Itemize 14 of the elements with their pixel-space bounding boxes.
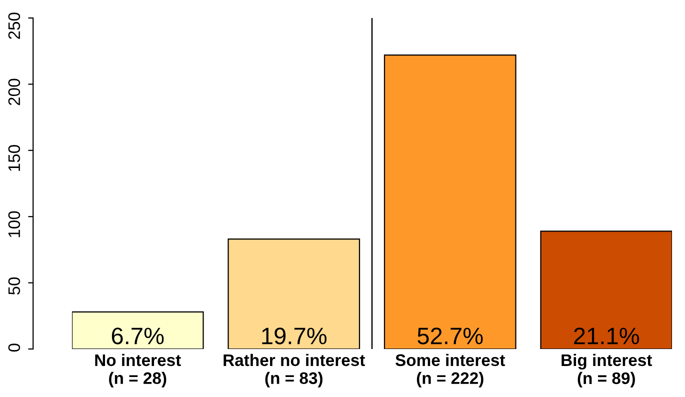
annotation: 19.7%	[262, 328, 327, 344]
annotation: 6.7%	[112, 328, 164, 344]
y-tick-label: 150	[8, 145, 20, 171]
y-tick-label: 200	[8, 78, 20, 106]
x-tick-label: Big interest (n = 89)	[562, 354, 652, 388]
annotation: 52.7%	[418, 328, 483, 344]
x-tick-label: No interest (n = 28)	[95, 354, 181, 388]
y-tick-label: 100	[8, 211, 20, 238]
y-tick-label: 50	[8, 277, 20, 295]
x-tick-label: Rather no interest (n = 83)	[224, 354, 365, 388]
y-tick-label: 0	[8, 344, 20, 352]
annotation: 21.1%	[574, 328, 640, 344]
x-tick-label: Some interest (n = 222)	[395, 354, 506, 388]
y-tick-label: 250	[8, 12, 20, 39]
